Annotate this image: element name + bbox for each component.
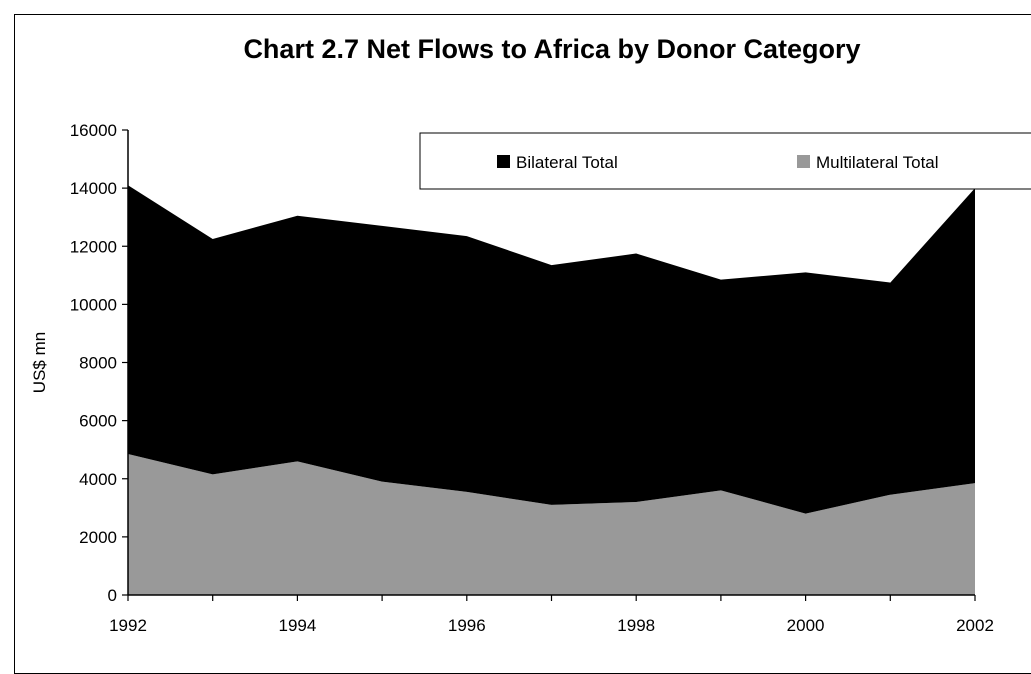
x-tick-label: 1998 [617, 616, 655, 635]
chart: Chart 2.7 Net Flows to Africa by Donor C… [30, 34, 1031, 635]
legend-label-multilateral-total: Multilateral Total [816, 153, 939, 172]
y-tick-label: 0 [108, 586, 117, 605]
y-tick-label: 16000 [70, 121, 117, 140]
area-bilateral-total [128, 185, 975, 514]
x-tick-label: 2002 [956, 616, 994, 635]
legend-box [419, 132, 1031, 190]
chart-title: Chart 2.7 Net Flows to Africa by Donor C… [243, 34, 860, 64]
x-tick-label: 1996 [448, 616, 486, 635]
y-tick-label: 10000 [70, 295, 117, 314]
y-tick-label: 14000 [70, 179, 117, 198]
x-tick-label: 1992 [109, 616, 147, 635]
x-tick-label: 1994 [278, 616, 316, 635]
area-multilateral-total [128, 454, 975, 595]
y-axis-label: US$ mn [30, 332, 49, 393]
legend-swatch-bilateral-total [497, 155, 510, 168]
legend-swatch-multilateral-total [797, 155, 810, 168]
legend-label-bilateral-total: Bilateral Total [516, 153, 618, 172]
y-tick-label: 6000 [79, 412, 117, 431]
y-tick-label: 12000 [70, 237, 117, 256]
y-tick-label: 8000 [79, 354, 117, 373]
y-tick-label: 4000 [79, 470, 117, 489]
x-tick-label: 2000 [787, 616, 825, 635]
y-tick-label: 2000 [79, 528, 117, 547]
